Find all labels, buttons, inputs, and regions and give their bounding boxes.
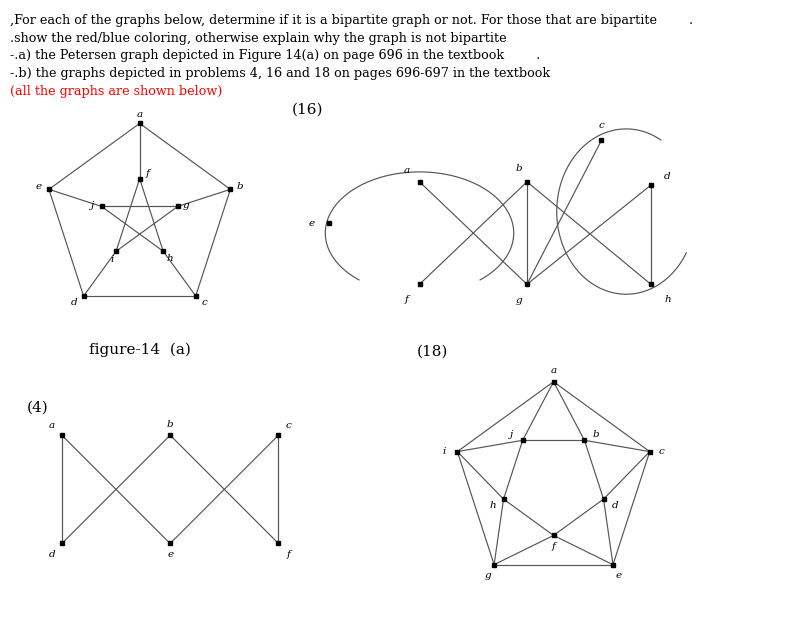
Text: i: i: [443, 447, 446, 456]
Text: (16): (16): [292, 102, 324, 116]
Text: c: c: [659, 447, 665, 456]
Text: (all the graphs are shown below): (all the graphs are shown below): [10, 85, 222, 98]
Text: .show the red/blue coloring, otherwise explain why the graph is not bipartite: .show the red/blue coloring, otherwise e…: [10, 32, 506, 45]
Text: a: a: [403, 166, 409, 175]
Text: c: c: [201, 298, 207, 307]
Text: h: h: [489, 501, 496, 509]
Text: i: i: [111, 255, 114, 264]
Text: e: e: [616, 571, 622, 580]
Text: ,For each of the graphs below, determine if it is a bipartite graph or not. For : ,For each of the graphs below, determine…: [10, 14, 693, 27]
Text: d: d: [611, 501, 618, 509]
Text: g: g: [516, 296, 522, 305]
Text: b: b: [167, 420, 173, 429]
Text: a: a: [551, 366, 557, 375]
Text: b: b: [236, 182, 243, 191]
Text: g: g: [183, 201, 190, 210]
Text: (18): (18): [417, 344, 448, 358]
Text: h: h: [664, 295, 671, 304]
Text: c: c: [598, 121, 604, 130]
Text: e: e: [167, 550, 173, 559]
Text: a: a: [136, 111, 143, 119]
Text: b: b: [592, 430, 598, 439]
Text: d: d: [664, 173, 671, 181]
Text: h: h: [167, 254, 173, 264]
Text: d: d: [49, 550, 55, 559]
Text: c: c: [286, 421, 291, 430]
Text: f: f: [405, 295, 409, 304]
Text: f: f: [286, 550, 290, 559]
Text: -.a) the Petersen graph depicted in Figure 14(a) on page 696 in the textbook    : -.a) the Petersen graph depicted in Figu…: [10, 49, 539, 63]
Text: -.b) the graphs depicted in problems 4, 16 and 18 on pages 696-697 in the textbo: -.b) the graphs depicted in problems 4, …: [10, 67, 550, 80]
Text: d: d: [71, 298, 77, 307]
Text: (4): (4): [27, 401, 49, 415]
Text: e: e: [35, 182, 41, 191]
Text: f: f: [145, 169, 149, 178]
Text: j: j: [91, 201, 95, 210]
Text: f: f: [551, 542, 555, 551]
Text: e: e: [309, 219, 315, 228]
Text: g: g: [484, 571, 492, 580]
Text: j: j: [510, 430, 513, 439]
Text: b: b: [516, 164, 522, 173]
Text: figure-14  (a): figure-14 (a): [89, 343, 191, 357]
Text: a: a: [49, 421, 55, 430]
